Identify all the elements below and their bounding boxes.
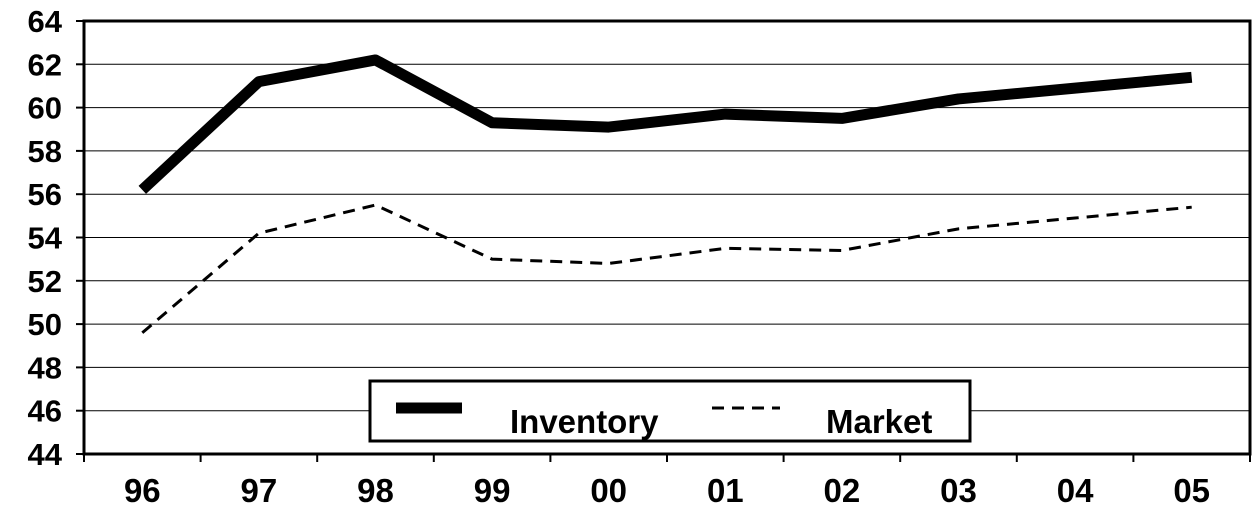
- y-tick-label: 64: [28, 4, 63, 39]
- x-tick-labels: 96 97 98 99 00 01 02 03 04 05: [124, 472, 1210, 508]
- x-tick-label: 98: [357, 472, 394, 508]
- y-tick-label: 62: [28, 47, 62, 82]
- y-tick-label: 46: [28, 394, 62, 429]
- y-tick-label: 58: [28, 134, 62, 169]
- legend-box: [368, 379, 972, 443]
- x-tick-label: 00: [590, 472, 627, 508]
- y-tick-label: 56: [28, 177, 62, 212]
- series-line-inventory: [138, 54, 1193, 194]
- x-tick-label: 05: [1173, 472, 1210, 508]
- y-tick-label: 50: [28, 307, 62, 342]
- y-tick-label: 48: [28, 350, 62, 385]
- gridlines: [84, 63, 1250, 412]
- x-tick-label: 97: [241, 472, 278, 508]
- y-tick-label: 44: [28, 437, 63, 472]
- series-lines: [138, 54, 1193, 334]
- y-tick-label: 60: [28, 91, 62, 126]
- x-tick-label: 04: [1057, 472, 1094, 508]
- series-line-market: [141, 203, 1192, 334]
- x-tick-label: 03: [940, 472, 977, 508]
- legend-label-market: Market: [826, 403, 932, 440]
- x-tick-label: 02: [824, 472, 861, 508]
- legend-label-inventory: Inventory: [510, 403, 659, 440]
- legend: Inventory Market: [368, 379, 972, 443]
- x-tick-label: 96: [124, 472, 161, 508]
- y-tick-label: 52: [28, 264, 62, 299]
- y-tick-labels: 44 46 48 50 52 54 56 58 60 62 64: [28, 4, 63, 472]
- y-tick-label: 54: [28, 221, 63, 256]
- x-tick-label: 99: [474, 472, 511, 508]
- x-tick-label: 01: [707, 472, 744, 508]
- axes: [76, 19, 1252, 462]
